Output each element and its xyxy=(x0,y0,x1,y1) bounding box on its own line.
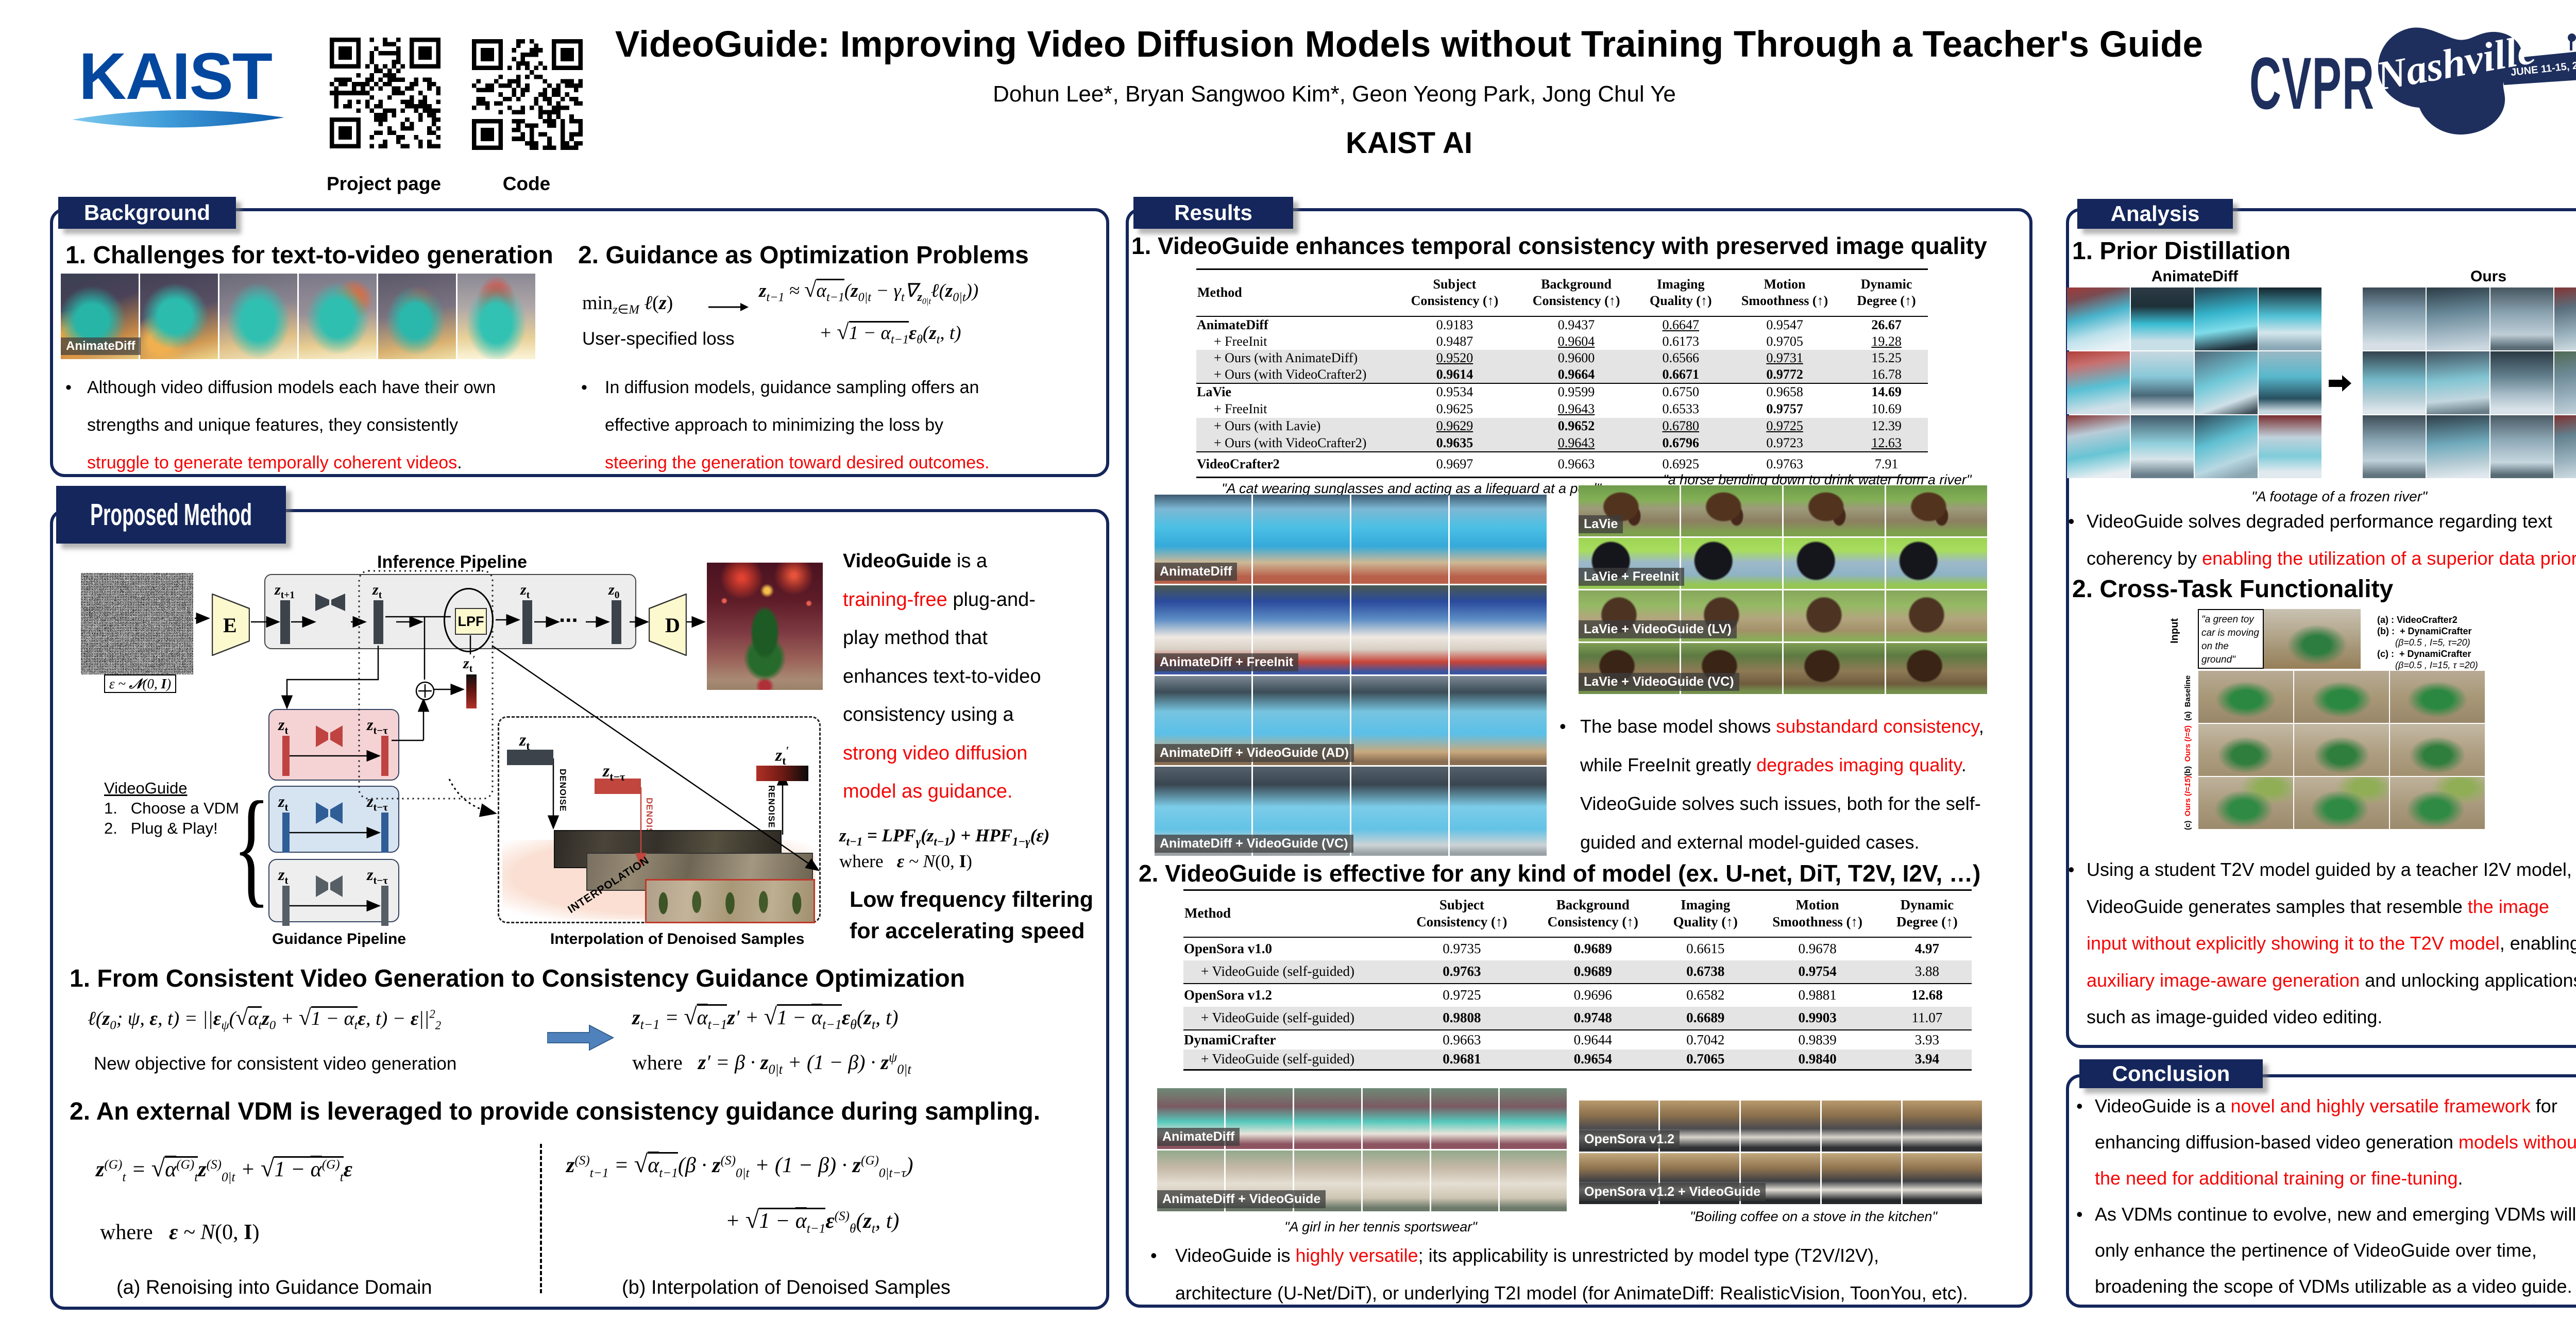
svg-text:KAIST: KAIST xyxy=(79,41,272,113)
svg-text:E: E xyxy=(223,614,237,637)
svg-text:CVPR: CVPR xyxy=(2249,42,2375,124)
svg-text:D: D xyxy=(665,614,680,637)
